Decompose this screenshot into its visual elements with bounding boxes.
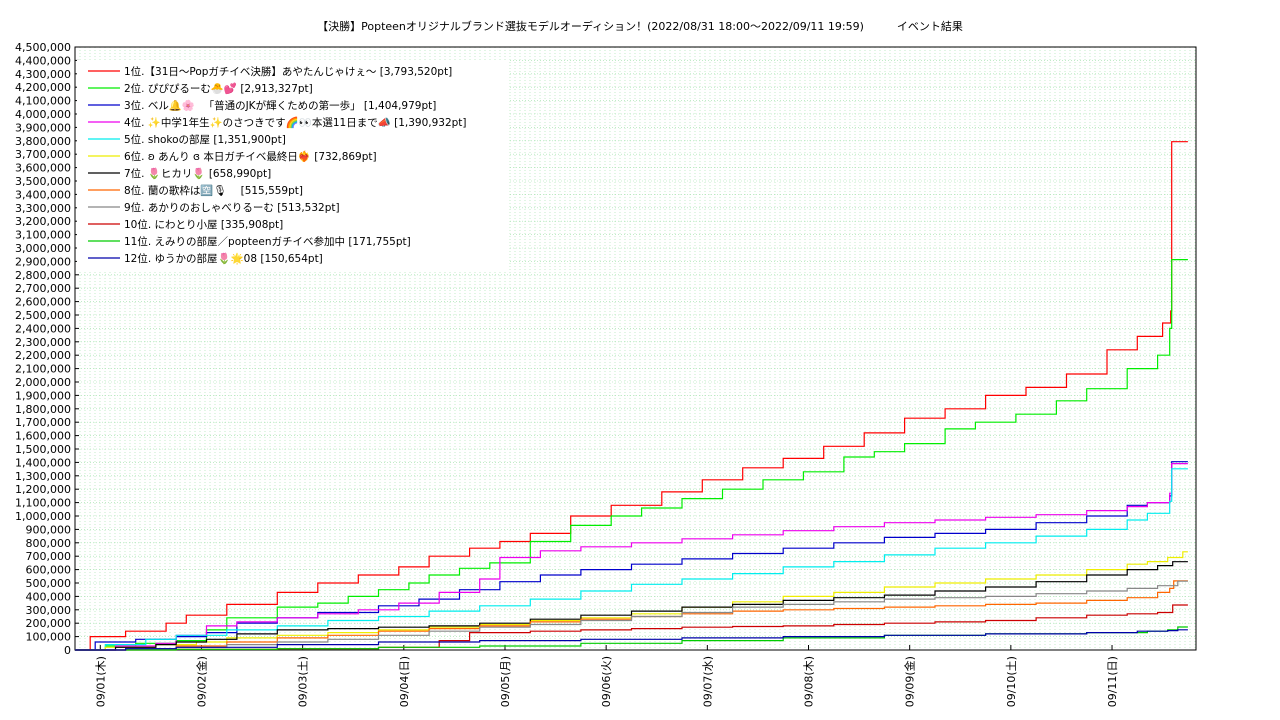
- y-tick-label: 3,100,000: [15, 229, 71, 242]
- x-tick-label: 09/02(金): [194, 656, 208, 707]
- series-line-9: [75, 580, 1188, 651]
- chart-title: 【決勝】Popteenオリジナルブランド選抜モデルオーディション！(2022/0…: [317, 20, 963, 33]
- y-tick-label: 800,000: [26, 537, 72, 550]
- series-line-4: [75, 463, 1188, 651]
- x-axis: 09/01(木) 09/02(金) 09/03(土) 09/04(日) 09/05(月)…: [94, 645, 1119, 707]
- x-tick-label: 09/06(火): [600, 656, 613, 707]
- y-tick-label: 2,400,000: [15, 322, 71, 335]
- y-tick-label: 4,000,000: [15, 108, 71, 121]
- series-line-7: [75, 561, 1188, 651]
- y-tick-label: 4,200,000: [15, 81, 71, 94]
- legend-entry-10: 10位. にわとり小屋 [335,908pt]: [124, 218, 283, 231]
- y-tick-label: 4,300,000: [15, 68, 71, 81]
- y-tick-label: 2,600,000: [15, 296, 71, 309]
- y-tick-label: 1,500,000: [15, 443, 71, 456]
- y-tick-label: 1,600,000: [15, 430, 71, 443]
- y-tick-label: 100,000: [26, 631, 72, 644]
- y-tick-label: 400,000: [26, 590, 72, 603]
- y-tick-label: 1,400,000: [15, 456, 71, 469]
- legend-background: [77, 60, 509, 272]
- y-tick-label: 700,000: [26, 550, 72, 563]
- y-tick-label: 1,900,000: [15, 389, 71, 402]
- x-tick-label: 09/09(金): [903, 656, 917, 707]
- series-line-2: [75, 259, 1188, 651]
- y-tick-label: 1,700,000: [15, 416, 71, 429]
- series-line-3: [75, 461, 1188, 651]
- y-tick-label: 1,000,000: [15, 510, 71, 523]
- y-tick-label: 600,000: [26, 564, 72, 577]
- x-tick-label: 09/11(日): [1106, 656, 1119, 707]
- y-tick-label: 900,000: [26, 523, 72, 536]
- y-tick-label: 3,000,000: [15, 242, 71, 255]
- y-tick-label: 2,000,000: [15, 376, 71, 389]
- y-tick-label: 3,500,000: [15, 175, 71, 188]
- x-tick-label: 09/01(木): [94, 656, 107, 707]
- y-tick-label: 300,000: [26, 604, 72, 617]
- y-tick-label: 3,600,000: [15, 162, 71, 175]
- y-tick-label: 3,300,000: [15, 202, 71, 215]
- x-tick-label: 09/05(月): [499, 656, 512, 707]
- y-tick-label: 2,500,000: [15, 309, 71, 322]
- legend-entry-5: 5位. shokoの部屋 [1,351,900pt]: [124, 133, 286, 146]
- y-tick-label: 1,300,000: [15, 470, 71, 483]
- legend-entry-2: 2位. ぴぴぴるーむ🐣💕 [2,913,327pt]: [124, 82, 313, 95]
- legend-entry-9: 9位. あかりのおしゃべりるーむ [513,532pt]: [124, 201, 340, 214]
- y-tick-label: 3,900,000: [15, 121, 71, 134]
- series-line-5: [75, 468, 1188, 651]
- y-tick-label: 2,300,000: [15, 336, 71, 349]
- y-tick-label: 3,200,000: [15, 215, 71, 228]
- y-tick-label: 1,100,000: [15, 497, 71, 510]
- y-tick-label: 500,000: [26, 577, 72, 590]
- y-tick-label: 0: [64, 644, 71, 657]
- plot-frame: [74, 46, 1197, 651]
- y-tick-label: 1,200,000: [15, 483, 71, 496]
- y-tick-label: 4,100,000: [15, 95, 71, 108]
- y-tick-label: 3,400,000: [15, 188, 71, 201]
- legend-entry-6: 6位. ʚ あんり ɞ 本日ガチイベ最終日❤‍🔥 [732,869pt]: [124, 150, 377, 163]
- legend-entry-7: 7位. 🌷ヒカリ🌷 [658,990pt]: [124, 167, 271, 180]
- legend-entry-8: 8位. 蘭の歌枠は🈳🎙 [515,559pt]: [124, 184, 303, 197]
- y-tick-label: 200,000: [26, 617, 72, 630]
- series-line-8: [75, 580, 1188, 651]
- y-tick-label: 2,700,000: [15, 282, 71, 295]
- x-tick-label: 09/08(木): [803, 656, 816, 707]
- series-line-12: [75, 629, 1188, 651]
- y-tick-label: 2,800,000: [15, 269, 71, 282]
- y-tick-label: 4,500,000: [15, 41, 71, 54]
- y-tick-label: 4,400,000: [15, 54, 71, 67]
- legend-entry-12: 12位. ゆうかの部屋🌷🌟08 [150,654pt]: [124, 252, 323, 265]
- x-tick-label: 09/10(土): [1005, 656, 1018, 707]
- x-tick-label: 09/07(水): [701, 656, 714, 707]
- legend-entry-4: 4位. ✨中学1年生✨のさつきです🌈👀本選11日まで📣 [1,390,932pt…: [124, 116, 467, 129]
- series-line-1: [75, 141, 1188, 651]
- y-tick-label: 3,800,000: [15, 135, 71, 148]
- y-tick-label: 2,200,000: [15, 349, 71, 362]
- y-tick-label: 2,900,000: [15, 255, 71, 268]
- y-axis: 0100,000200,000300,000400,000500,000600,…: [15, 41, 79, 657]
- legend: 1位.【31日〜Popガチイベ決勝】あやたんじゃけぇ〜 [3,793,520pt…: [88, 65, 467, 265]
- series-layer: [75, 141, 1188, 651]
- x-tick-label: 09/03(土): [297, 656, 310, 707]
- y-tick-label: 1,800,000: [15, 403, 71, 416]
- legend-entry-11: 11位. えみりの部屋／popteenガチイベ参加中 [171,755pt]: [124, 235, 411, 248]
- legend-entry-1: 1位.【31日〜Popガチイベ決勝】あやたんじゃけぇ〜 [3,793,520pt…: [124, 65, 452, 78]
- x-tick-label: 09/04(日): [398, 656, 411, 707]
- y-tick-label: 2,100,000: [15, 363, 71, 376]
- legend-entry-3: 3位. ベル🔔🌸 「普通のJKが輝くための第一歩」 [1,404,979pt]: [124, 99, 436, 112]
- y-tick-label: 3,700,000: [15, 148, 71, 161]
